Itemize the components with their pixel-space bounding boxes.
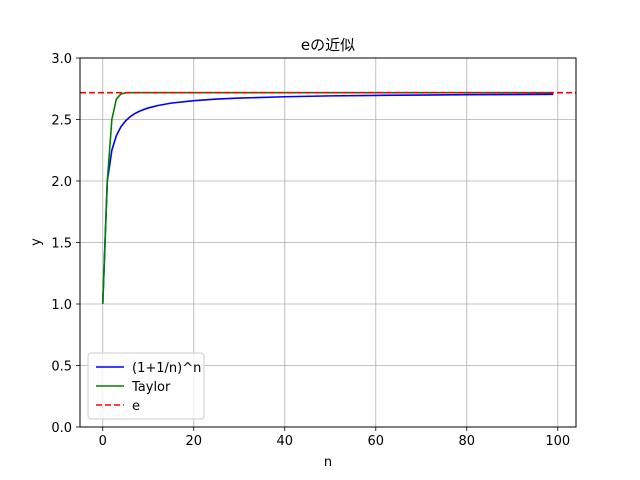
- legend-entry: (1+1/n)^n: [132, 361, 201, 376]
- y-tick-label: 0.5: [51, 360, 72, 375]
- x-tick-label: 20: [185, 434, 202, 449]
- y-axis-label: y: [29, 238, 44, 246]
- y-tick-label: 2.0: [51, 175, 72, 190]
- x-tick-label: 60: [368, 434, 385, 449]
- y-tick-label: 1.0: [51, 298, 72, 313]
- y-tick-label: 1.5: [51, 237, 72, 252]
- y-tick-label: 0.0: [51, 421, 72, 436]
- legend-entry: e: [132, 399, 140, 414]
- x-axis-label: n: [324, 455, 332, 470]
- legend-entry: Taylor: [131, 380, 171, 395]
- chart-title: eの近似: [301, 36, 355, 54]
- ticks: 0 20 40 60 80 100 0.0 0.5 1.0 1.5 2.0 2.5 3.0: [51, 52, 570, 449]
- y-tick-label: 2.5: [51, 114, 72, 129]
- x-tick-label: 0: [99, 434, 107, 449]
- legend: (1+1/n)^n Taylor e: [87, 352, 205, 420]
- x-tick-label: 80: [459, 434, 476, 449]
- y-tick-label: 3.0: [51, 52, 72, 67]
- x-tick-label: 40: [276, 434, 293, 449]
- series-line-1-1-n-n: [101, 93, 554, 305]
- x-tick-label: 100: [545, 434, 570, 449]
- plot-lines: [80, 91, 576, 305]
- legend-box: [87, 352, 205, 420]
